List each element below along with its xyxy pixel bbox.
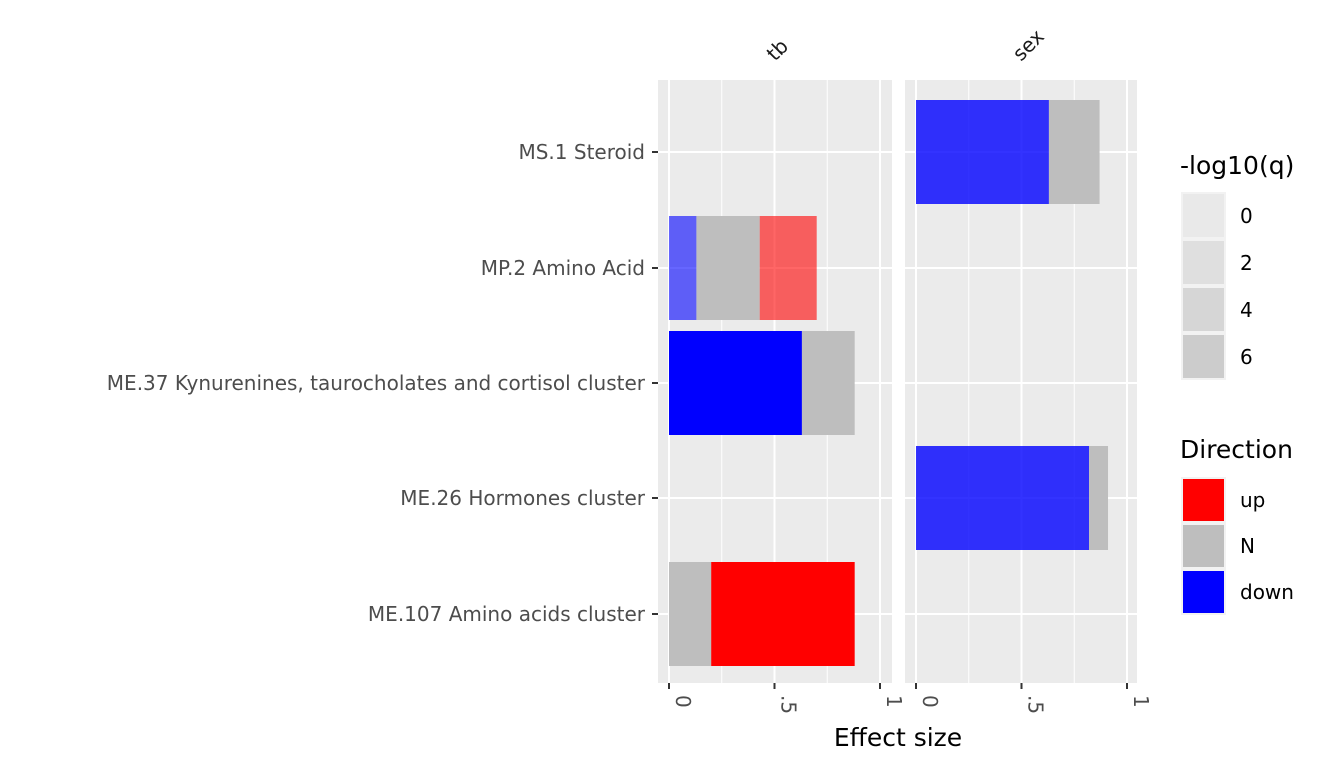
legend-key (1183, 335, 1224, 378)
y-axis-labels: MS.1 Steroid MP.2 Amino Acid ME.37 Kynuren… (107, 140, 658, 626)
legend-key (1183, 479, 1224, 521)
y-tick-label: MP.2 Amino Acid (481, 256, 645, 280)
legend-label: down (1240, 580, 1294, 604)
x-tick-label: 1 (882, 695, 906, 708)
x-axis-title: Effect size (834, 723, 962, 752)
bar-segment-N (696, 216, 760, 320)
legend-label: up (1240, 488, 1265, 512)
legend-log10q: -log10(q) 0 2 4 6 (1180, 151, 1294, 380)
bar-segment-down (916, 446, 1090, 550)
y-tick-label: ME.26 Hormones cluster (400, 486, 645, 510)
y-tick-label: ME.37 Kynurenines, taurocholates and cor… (107, 371, 646, 395)
bar-segment-down (669, 216, 697, 320)
legend-key (1183, 571, 1224, 613)
legend-label: N (1240, 534, 1255, 558)
legend-title: Direction (1180, 435, 1293, 464)
bar-segment-N (1048, 100, 1100, 204)
legend-key (1183, 194, 1224, 237)
x-tick-label: 0 (918, 695, 942, 708)
legend-key-background (1181, 192, 1226, 239)
y-tick-label: ME.107 Amino acids cluster (368, 602, 646, 626)
facet-label-tb: tb (762, 34, 793, 65)
legend-key (1183, 288, 1224, 331)
x-tick-label: 1 (1129, 695, 1153, 708)
legend-label: 2 (1240, 251, 1253, 275)
legend-key-background (1181, 239, 1226, 286)
x-tick-label: .5 (777, 695, 801, 714)
x-tick-label: 0 (671, 695, 695, 708)
y-tick-label: MS.1 Steroid (518, 140, 645, 164)
legend-label: 4 (1240, 298, 1253, 322)
facet-label-sex: sex (1008, 24, 1049, 65)
bar-segment-up (759, 216, 817, 320)
legend-label: 0 (1240, 204, 1253, 228)
legend-label: 6 (1240, 345, 1253, 369)
x-tick-label: .5 (1024, 695, 1048, 714)
panel-sex: sex (905, 24, 1137, 683)
bar-segment-down (916, 100, 1049, 204)
legend-key (1183, 241, 1224, 284)
bar-segment-down (669, 331, 802, 435)
legend-key-background (1181, 333, 1226, 380)
legend-title: -log10(q) (1180, 151, 1294, 180)
panel-tb: tb (658, 34, 892, 683)
bar-segment-N (669, 562, 712, 666)
panels: tb sex (658, 24, 1137, 683)
bar-segment-up (711, 562, 855, 666)
x-axis-labels: 0.5 1 0.5 1 (668, 683, 1153, 714)
legend-key (1183, 525, 1224, 567)
bar-segment-N (801, 331, 855, 435)
legend-key-background (1181, 286, 1226, 333)
bar-segment-N (1089, 446, 1109, 550)
